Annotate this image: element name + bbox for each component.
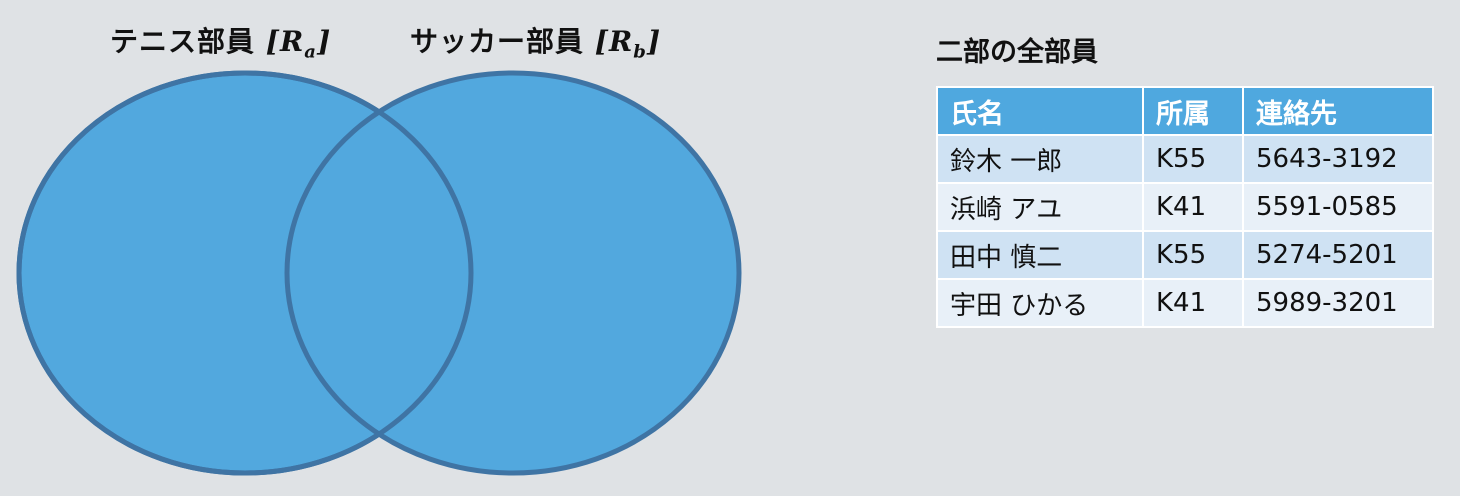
set-b-label: サッカー部員 [Rb] — [410, 20, 661, 63]
cell-name: 田中 慎二 — [936, 230, 1144, 280]
set-a-label: テニス部員 [Ra] — [110, 20, 331, 63]
cell-contact: 5591-0585 — [1242, 182, 1434, 232]
table-row: 鈴木 一郎 K55 5643-3192 — [936, 134, 1434, 184]
cell-contact: 5989-3201 — [1242, 278, 1434, 328]
set-a-name: テニス部員 — [110, 25, 256, 58]
cell-name: 浜崎 アユ — [936, 182, 1144, 232]
cell-affiliation: K41 — [1142, 278, 1244, 328]
header-name: 氏名 — [936, 86, 1144, 136]
cell-name: 宇田 ひかる — [936, 278, 1144, 328]
cell-affiliation: K55 — [1142, 134, 1244, 184]
table-header-row: 氏名 所属 連絡先 — [936, 86, 1434, 136]
cell-affiliation: K41 — [1142, 182, 1244, 232]
members-table: 氏名 所属 連絡先 鈴木 一郎 K55 5643-3192 浜崎 アユ K41 … — [936, 86, 1434, 328]
header-contact: 連絡先 — [1242, 86, 1434, 136]
table-row: 田中 慎二 K55 5274-5201 — [936, 230, 1434, 280]
set-a-outline — [16, 70, 474, 476]
table-title: 二部の全部員 — [936, 37, 1098, 68]
set-b-circle — [284, 70, 742, 476]
cell-contact: 5274-5201 — [1242, 230, 1434, 280]
header-affiliation: 所属 — [1142, 86, 1244, 136]
cell-name: 鈴木 一郎 — [936, 134, 1144, 184]
set-b-symbol: [Rb] — [594, 25, 662, 63]
venn-diagram — [16, 70, 742, 476]
set-a-symbol: [Ra] — [265, 25, 332, 63]
cell-affiliation: K55 — [1142, 230, 1244, 280]
cell-contact: 5643-3192 — [1242, 134, 1434, 184]
table-row: 浜崎 アユ K41 5591-0585 — [936, 182, 1434, 232]
table-row: 宇田 ひかる K41 5989-3201 — [936, 278, 1434, 328]
set-b-name: サッカー部員 — [410, 25, 585, 58]
